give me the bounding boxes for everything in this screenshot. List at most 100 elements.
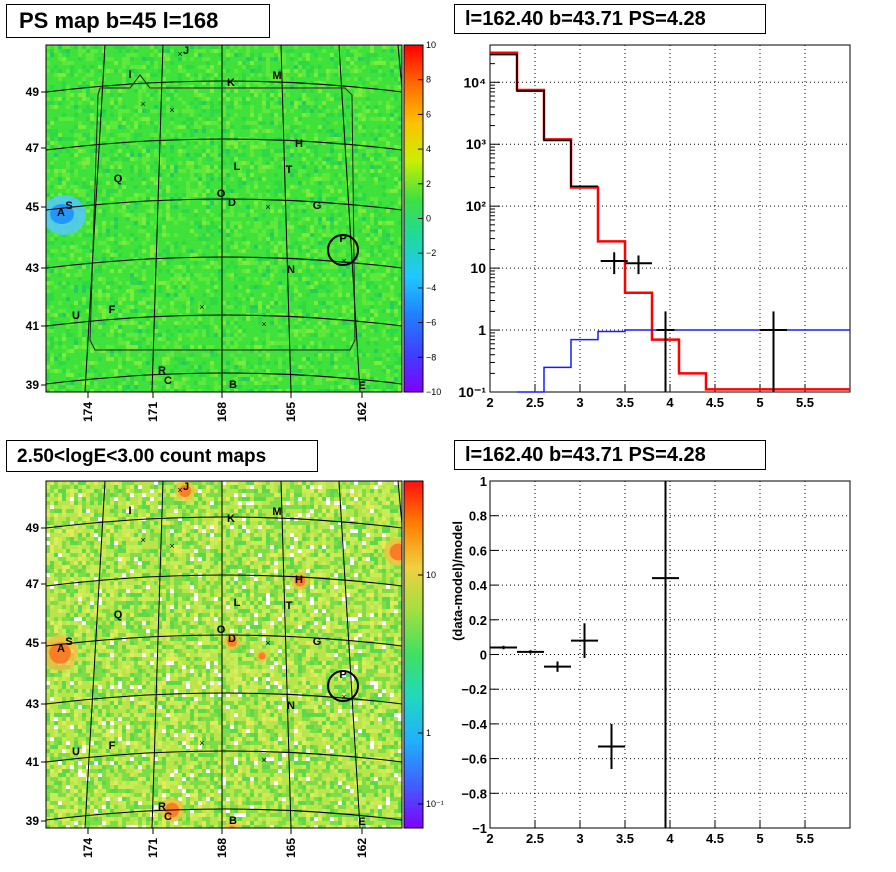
- blob: [294, 575, 306, 587]
- x-tick-label: 4: [666, 395, 674, 410]
- source-label: I: [128, 69, 131, 81]
- cross-marker: ×: [169, 541, 174, 551]
- source-label: M: [272, 506, 281, 518]
- x-tick-label: 171: [146, 402, 160, 422]
- x-tick-label: 3.5: [616, 831, 634, 846]
- x-tick-label: 2: [486, 831, 493, 846]
- x-tick-label: 3: [576, 831, 583, 846]
- colorbar-tick-label: 6: [426, 109, 431, 119]
- longitude-line: [338, 45, 361, 392]
- y-tick-label: −0.4: [461, 717, 487, 732]
- spectrum-plot: 2 2.5 3 3.5 4 4.5 5 5.5 10⁻¹ 1 10 10² 10³ 10⁴: [458, 44, 851, 410]
- colorbar-tick-label: −6: [426, 318, 436, 328]
- y-tick-label: 45: [26, 200, 40, 214]
- colorbar-tick-label: −10: [426, 387, 441, 397]
- source-label: J: [183, 481, 189, 493]
- source-label: H: [295, 138, 303, 150]
- map-group: J I K M H L T Q OD G AS P N U F RC B E × × × × × × × 174 171 168 165…: [26, 40, 442, 422]
- source-label: D: [228, 197, 236, 209]
- y-tick-label: 47: [26, 577, 40, 591]
- cross-marker: ×: [341, 256, 346, 266]
- source-label: R: [158, 365, 166, 377]
- y-tick-label: 43: [26, 261, 40, 275]
- x-tick-label: 3.5: [616, 395, 634, 410]
- colorbar-tick-label: −8: [426, 352, 436, 362]
- y-tick-label: 41: [26, 755, 40, 769]
- map-frame: [45, 480, 403, 829]
- x-tick-label: 3: [576, 395, 583, 410]
- residual-plot: 2 2.5 3 3.5 4 4.5 5 5.5 −1 −0.8 −0.6 −0.4 −0.2 0 0.2 0.…: [450, 474, 851, 846]
- longitude-line: [84, 481, 106, 828]
- source-label: M: [272, 70, 281, 82]
- x-tick-label: 162: [355, 838, 369, 858]
- y-tick-label: 0.2: [469, 613, 487, 628]
- longitude-line: [151, 481, 164, 828]
- cross-marker: ×: [199, 302, 204, 312]
- source-label: F: [109, 740, 116, 752]
- cross-marker: ×: [140, 535, 145, 545]
- x-tick-label: 162: [355, 402, 369, 422]
- y-tick-label: 10⁴: [464, 74, 487, 90]
- blob: [258, 652, 266, 660]
- cross-marker: ×: [169, 105, 174, 115]
- longitude-line: [280, 45, 292, 392]
- source-label: B: [229, 379, 237, 391]
- longitude-line: [84, 45, 106, 392]
- x-tick-label: 2: [486, 395, 493, 410]
- y-tick-label: 1: [478, 322, 486, 338]
- latitude-line: [46, 372, 402, 385]
- latitude-line: [46, 574, 402, 587]
- source-label: Q: [114, 609, 123, 621]
- source-label: C: [164, 375, 172, 387]
- colorbar-tick-label: 10: [426, 40, 436, 50]
- blob: [49, 642, 71, 664]
- source-label: S: [65, 200, 72, 212]
- blob: [389, 543, 402, 561]
- x-tick-label: 5.5: [796, 395, 814, 410]
- y-tick-label: 0: [480, 648, 487, 663]
- map-pixels: [46, 481, 402, 828]
- colorbar-gradient: [403, 480, 424, 829]
- x-tick-label: 174: [81, 402, 95, 422]
- y-tick-label: 10: [470, 260, 486, 276]
- source-label: K: [227, 77, 235, 89]
- longitude-line: [151, 45, 164, 392]
- cross-marker: ×: [140, 99, 145, 109]
- y-tick-label: 10²: [466, 198, 487, 214]
- source-label: T: [286, 164, 293, 176]
- source-label: O: [217, 188, 226, 200]
- x-tick-label: 165: [284, 402, 298, 422]
- source-label: J: [183, 45, 189, 57]
- graticule: [46, 45, 402, 392]
- colorbar: 10 8 6 4 2 0 −2 −4 −6 −8 −10: [403, 40, 441, 397]
- colorbar-tick-label: −2: [426, 248, 436, 258]
- region-outline: [89, 74, 356, 351]
- blob: [227, 637, 237, 647]
- source-label: P: [339, 233, 346, 245]
- latitude-line: [46, 750, 402, 763]
- y-axis-label: (data-model)/model: [450, 521, 465, 641]
- x-tick-label: 171: [146, 838, 160, 858]
- latitude-line: [46, 516, 402, 529]
- colorbar-tick-label: 1: [426, 728, 431, 738]
- colorbar-tick-label: 4: [426, 144, 431, 154]
- colorbar-tick-label: −4: [426, 283, 436, 293]
- y-tick-label: 0.6: [469, 543, 487, 558]
- latitude-line: [46, 138, 402, 151]
- ps-map-plot: J I K M H L T Q OD G AS P N U F RC B E × × × × × × × 174 171 168 165…: [26, 40, 442, 422]
- map-group: J I K M H L T Q OD G AS P N U F RC B E × × × × × × × 174 171 168 165…: [26, 480, 444, 858]
- y-tick-label: 10³: [466, 136, 487, 152]
- x-tick-label: 174: [81, 838, 95, 858]
- source-label: C: [164, 811, 172, 823]
- cross-marker: ×: [199, 738, 204, 748]
- cross-marker: ×: [177, 485, 182, 495]
- cross-marker: ×: [261, 755, 266, 765]
- y-tick-label: −0.6: [461, 752, 487, 767]
- x-tick-label: 4.5: [706, 831, 724, 846]
- y-tick-label: 43: [26, 697, 40, 711]
- source-label: H: [295, 574, 303, 586]
- source-label: P: [339, 669, 346, 681]
- x-tick-label: 5: [756, 395, 763, 410]
- graticule: [46, 481, 402, 828]
- source-label: B: [229, 815, 237, 827]
